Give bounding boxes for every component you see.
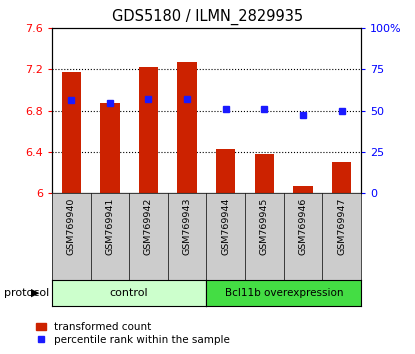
Text: GSM769945: GSM769945: [260, 197, 269, 255]
Bar: [216, 149, 235, 193]
Bar: [178, 62, 197, 193]
Text: GSM769946: GSM769946: [298, 197, 308, 255]
Bar: [255, 154, 274, 193]
Bar: [61, 72, 81, 193]
Legend: transformed count, percentile rank within the sample: transformed count, percentile rank withi…: [37, 322, 230, 345]
Text: GSM769940: GSM769940: [67, 197, 76, 255]
Text: GSM769943: GSM769943: [183, 197, 192, 255]
Text: GSM769947: GSM769947: [337, 197, 346, 255]
Bar: [293, 186, 313, 193]
Text: GDS5180 / ILMN_2829935: GDS5180 / ILMN_2829935: [112, 9, 303, 25]
Bar: [139, 67, 158, 193]
Bar: [332, 162, 352, 193]
Text: control: control: [110, 288, 149, 298]
Text: GSM769944: GSM769944: [221, 197, 230, 255]
Text: ▶: ▶: [31, 288, 39, 298]
Text: GSM769942: GSM769942: [144, 197, 153, 255]
Text: protocol: protocol: [4, 288, 49, 298]
Bar: [100, 103, 120, 193]
Text: GSM769941: GSM769941: [105, 197, 115, 255]
Text: Bcl11b overexpression: Bcl11b overexpression: [225, 288, 343, 298]
